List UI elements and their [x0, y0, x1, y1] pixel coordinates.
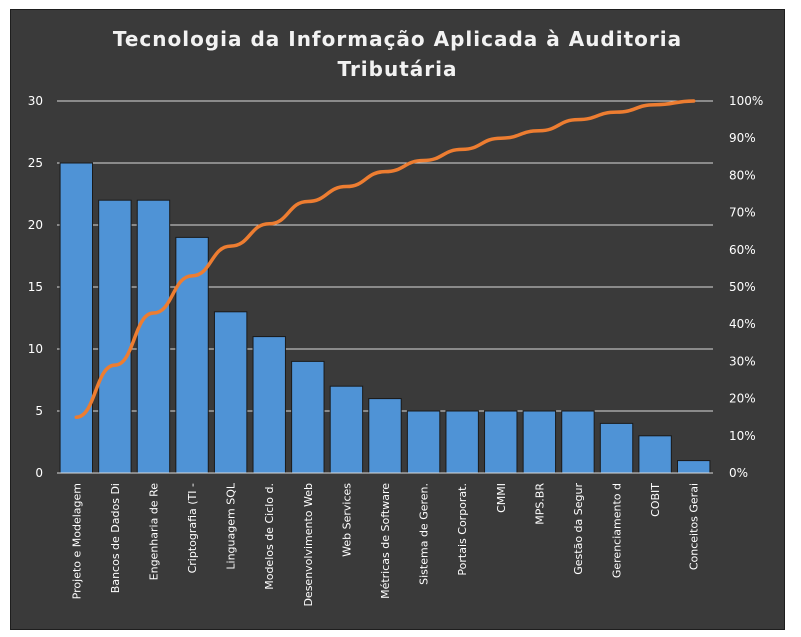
y-left-tick-label: 0 [35, 466, 43, 480]
bar [368, 398, 402, 474]
chart-title-line-2: Tributária [337, 57, 458, 81]
y-right-tick-label: 30% [729, 354, 756, 368]
x-tick-label: Desenvolvimento Web [302, 483, 315, 607]
bar [406, 410, 441, 474]
x-tick-label: Conceitos Gerai [688, 483, 701, 570]
y-left-tick-label: 30 [28, 94, 43, 108]
bar [522, 410, 557, 474]
x-tick-label: Projeto e Modelagem [70, 483, 83, 599]
y-right-tick-label: 100% [729, 94, 763, 108]
bar [599, 422, 634, 474]
bar [638, 435, 672, 474]
x-tick-label: Modelos de Ciclo d. [263, 483, 276, 590]
x-tick-label: Linguagem SQL [225, 482, 238, 569]
bar [213, 311, 248, 474]
y-left-tick-label: 5 [35, 404, 43, 418]
cumulative-line [74, 99, 696, 419]
bar [291, 360, 325, 474]
y-right-tick-label: 40% [729, 317, 756, 331]
y-left-tick-label: 25 [28, 156, 43, 170]
x-tick-label: Portais Corporat. [456, 483, 469, 576]
x-tick-label: Bancos de Dados Di [109, 483, 122, 593]
x-tick-label: Engenharia de Re [147, 483, 160, 581]
x-tick-label: Métricas de Software [379, 483, 392, 599]
bar [329, 385, 364, 474]
bar [252, 336, 286, 474]
bar [561, 410, 595, 474]
y-right-tick-label: 90% [729, 131, 756, 145]
y-right-tick-label: 60% [729, 243, 756, 257]
x-tick-label: Sistema de Geren. [418, 483, 431, 585]
x-tick-label: COBIT [649, 483, 662, 517]
y-right-tick-label: 50% [729, 280, 756, 294]
x-tick-label: Gestão da Segur [572, 483, 585, 575]
chart-title: Tecnologia da Informação Aplicada à Audi… [11, 24, 784, 84]
bar [136, 199, 171, 474]
y-right-tick-label: 80% [729, 168, 756, 182]
bar [59, 162, 94, 474]
bar [98, 199, 132, 474]
y-right-tick-label: 10% [729, 429, 756, 443]
y-right-tick-label: 20% [729, 392, 756, 406]
x-tick-label: Gerenciamento d [611, 483, 624, 578]
y-left-tick-label: 20 [28, 218, 43, 232]
y-left-tick-label: 15 [28, 280, 43, 294]
y-right-tick-label: 70% [729, 206, 756, 220]
bar [484, 410, 518, 474]
bar [445, 410, 479, 474]
x-tick-label: MPS.BR [533, 483, 546, 525]
bar [676, 460, 711, 474]
y-left-tick-label: 10 [28, 342, 43, 356]
x-tick-label: CMMI [495, 483, 508, 513]
chart-title-line-1: Tecnologia da Informação Aplicada à Audi… [112, 27, 683, 51]
y-right-tick-label: 0% [729, 466, 748, 480]
x-tick-label: Web Services [340, 483, 353, 557]
x-tick-label: Criptografia (TI - [186, 483, 199, 573]
